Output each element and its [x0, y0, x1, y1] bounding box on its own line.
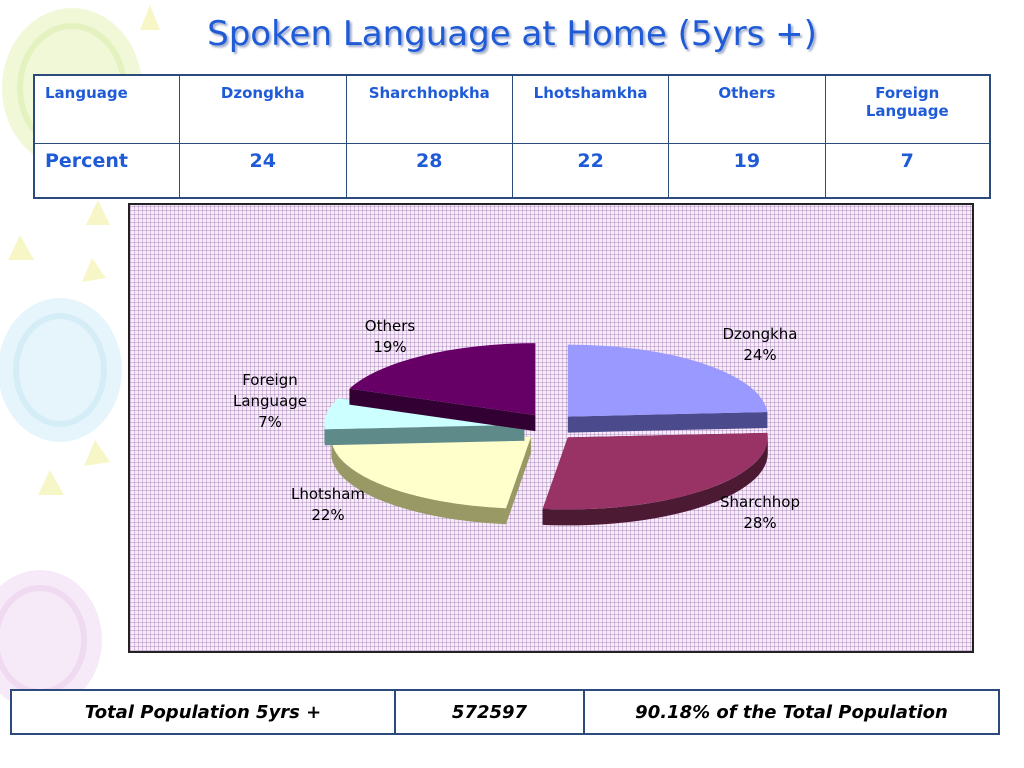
balloon-purple	[0, 570, 102, 710]
pie-chart: Dzongkha 24% Sharchhop 28% Lhotsham 22% Foreig…	[233, 317, 800, 532]
pie-chart-area: Dzongkha 24% Sharchhop 28% Lhotsham 22% Foreig…	[128, 203, 974, 653]
header-language: Language	[33, 74, 181, 144]
header-lhotshamkha: Lhotshamkha	[511, 74, 670, 144]
summary-note: 90.18% of the Total Population	[583, 689, 1000, 735]
table-header-row: Language Dzongkha Sharchhopkha Lhotshamk…	[33, 74, 991, 144]
summary-value: 572597	[394, 689, 585, 735]
value-others: 19	[668, 143, 826, 199]
pie-slice-sharchhop	[542, 432, 768, 526]
slice-label-4: Others 19%	[365, 317, 416, 356]
summary-table: Total Population 5yrs + 572597 90.18% of…	[10, 689, 1000, 735]
value-foreign-language: 7	[824, 143, 991, 199]
slice-label-3: Foreign Language 7%	[233, 371, 307, 431]
header-foreign-language: Foreign Language	[824, 74, 991, 144]
header-others: Others	[668, 74, 826, 144]
value-lhotshamkha: 22	[511, 143, 670, 199]
table-row: Percent 24 28 22 19 7	[33, 143, 991, 199]
value-dzongkha: 24	[179, 143, 347, 199]
pie-slice-dzongkha	[567, 344, 768, 433]
page-title: Spoken Language at Home (5yrs +)	[207, 14, 817, 54]
summary-label: Total Population 5yrs +	[10, 689, 396, 735]
header-sharchhopkha: Sharchhopkha	[345, 74, 513, 144]
slice-label-0: Dzongkha 24%	[722, 325, 797, 364]
pie-slice-others	[349, 343, 536, 432]
slice-label-1: Sharchhop 28%	[720, 493, 800, 532]
row-label-percent: Percent	[33, 143, 181, 199]
pie-slice-lhotsham	[331, 436, 532, 525]
value-sharchhopkha: 28	[345, 143, 513, 199]
language-table: Language Dzongkha Sharchhopkha Lhotshamk…	[33, 74, 991, 199]
table-row: Total Population 5yrs + 572597 90.18% of…	[10, 689, 1000, 735]
slice-label-2: Lhotsham 22%	[291, 485, 365, 524]
header-dzongkha: Dzongkha	[179, 74, 347, 144]
